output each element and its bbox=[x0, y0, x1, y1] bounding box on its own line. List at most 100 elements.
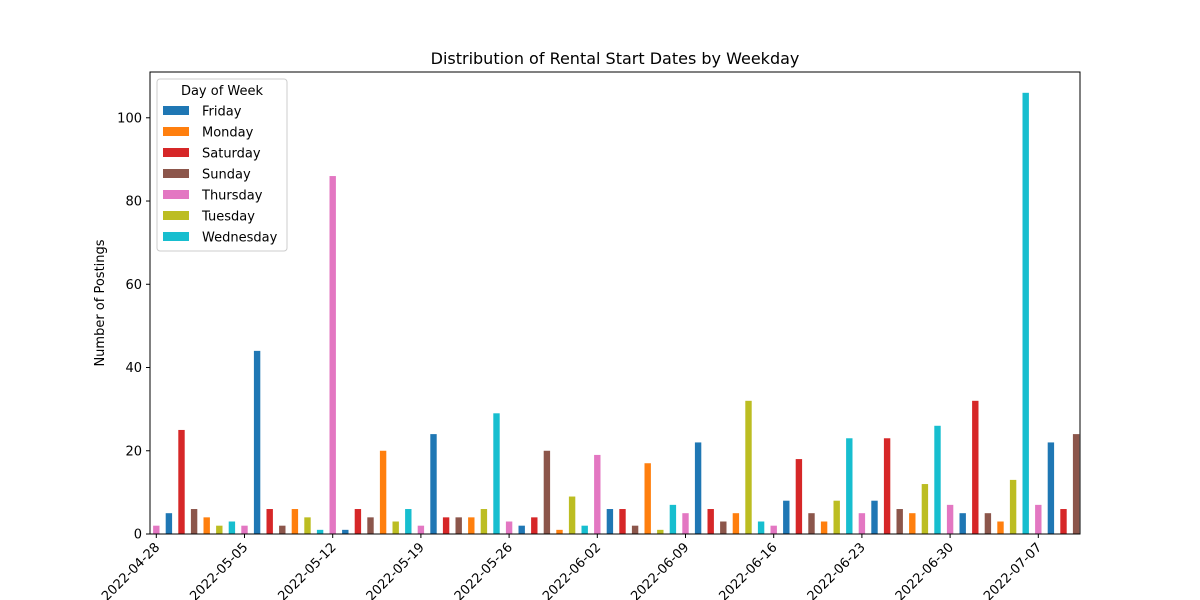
bar-2022-05-27 bbox=[518, 525, 525, 534]
bar-2022-07-07 bbox=[1035, 504, 1042, 534]
bar-2022-06-26 bbox=[896, 509, 903, 534]
chart-title: Distribution of Rental Start Dates by We… bbox=[431, 49, 800, 68]
bar-2022-06-12 bbox=[720, 521, 727, 534]
bar-2022-06-28 bbox=[921, 484, 929, 534]
legend-label-wednesday: Wednesday bbox=[202, 231, 278, 246]
bar-2022-05-31 bbox=[568, 496, 576, 534]
bar-2022-05-11 bbox=[316, 529, 324, 534]
bar-2022-06-10 bbox=[694, 442, 702, 534]
x-tick-label-2022-06-23: 2022-06-23 bbox=[805, 540, 869, 600]
bar-2022-07-06 bbox=[1022, 92, 1029, 534]
legend-swatch-saturday bbox=[163, 148, 189, 157]
bar-2022-06-23 bbox=[858, 513, 866, 534]
x-tick-label-2022-05-19: 2022-05-19 bbox=[364, 540, 428, 600]
legend-label-thursday: Thursday bbox=[201, 189, 263, 204]
y-tick-label-80: 80 bbox=[125, 195, 142, 210]
legend-swatch-tuesday bbox=[163, 211, 189, 220]
bar-2022-06-03 bbox=[606, 509, 614, 534]
bar-2022-07-02 bbox=[972, 400, 979, 534]
legend-label-friday: Friday bbox=[202, 105, 242, 120]
x-tick-label-2022-05-05: 2022-05-05 bbox=[187, 540, 251, 600]
x-axis: 2022-04-28 2022-05-05 2022-05-12 2022-05-19… bbox=[99, 534, 1045, 600]
bar-2022-07-10 bbox=[1072, 434, 1080, 534]
bar-2022-05-16 bbox=[379, 450, 387, 534]
bar-2022-06-30 bbox=[946, 504, 954, 534]
bar-2022-05-10 bbox=[304, 517, 311, 534]
legend-title: Day of Week bbox=[181, 84, 264, 99]
bar-2022-05-15 bbox=[367, 517, 374, 534]
bar-2022-07-01 bbox=[959, 513, 966, 534]
bar-2022-05-18 bbox=[405, 509, 412, 534]
bar-2022-05-05 bbox=[241, 525, 248, 534]
x-tick-label-2022-06-30: 2022-06-30 bbox=[893, 540, 957, 600]
bar-2022-06-02 bbox=[594, 454, 601, 534]
bar-2022-05-06 bbox=[253, 350, 261, 534]
x-tick-label-2022-06-02: 2022-06-02 bbox=[540, 540, 604, 600]
bar-2022-07-03 bbox=[984, 513, 992, 534]
bar-2022-06-11 bbox=[707, 509, 714, 534]
bar-2022-05-20 bbox=[430, 434, 437, 534]
legend-swatch-thursday bbox=[163, 190, 189, 199]
bar-2022-07-08 bbox=[1047, 442, 1055, 534]
bar-2022-04-28 bbox=[153, 525, 160, 534]
bar-2022-05-04 bbox=[228, 521, 236, 534]
y-axis-label: Number of Postings bbox=[93, 239, 108, 366]
x-tick-label-2022-06-16: 2022-06-16 bbox=[716, 540, 780, 600]
bar-2022-06-16 bbox=[770, 525, 777, 534]
bars-layer bbox=[153, 92, 1080, 535]
x-tick-label-2022-05-26: 2022-05-26 bbox=[452, 540, 516, 600]
bar-2022-05-09 bbox=[291, 509, 299, 534]
y-tick-label-60: 60 bbox=[125, 278, 142, 293]
y-tick-label-100: 100 bbox=[117, 111, 142, 126]
bar-2022-06-18 bbox=[795, 459, 803, 534]
bar-2022-06-22 bbox=[846, 438, 853, 534]
y-axis: 0 20 40 60 80 100 bbox=[117, 111, 150, 543]
bar-2022-05-23 bbox=[468, 517, 475, 534]
bar-2022-06-14 bbox=[745, 400, 752, 534]
bar-2022-05-25 bbox=[493, 413, 500, 534]
bar-2022-05-28 bbox=[531, 517, 538, 534]
bar-2022-06-15 bbox=[757, 521, 765, 534]
bar-2022-07-04 bbox=[997, 521, 1004, 534]
legend-label-saturday: Saturday bbox=[202, 147, 261, 162]
legend-swatch-wednesday bbox=[163, 232, 189, 241]
bar-2022-06-06 bbox=[644, 463, 651, 534]
bar-2022-06-19 bbox=[808, 513, 815, 534]
bar-2022-05-13 bbox=[342, 529, 349, 534]
legend-swatch-monday bbox=[163, 127, 189, 136]
bar-2022-06-27 bbox=[909, 513, 916, 534]
bar-2022-06-25 bbox=[883, 438, 891, 534]
y-tick-label-0: 0 bbox=[134, 528, 142, 543]
legend-label-sunday: Sunday bbox=[202, 168, 251, 183]
bar-2022-07-09 bbox=[1060, 509, 1067, 534]
x-tick-label-2022-06-09: 2022-06-09 bbox=[628, 540, 692, 600]
legend-swatch-friday bbox=[163, 106, 189, 115]
bar-2022-05-21 bbox=[442, 517, 450, 534]
legend: Day of Week Friday Monday Saturday Sunday Thu… bbox=[156, 78, 288, 252]
bar-2022-05-03 bbox=[216, 525, 223, 534]
bar-2022-05-02 bbox=[203, 517, 210, 534]
bar-2022-06-04 bbox=[619, 509, 626, 534]
bar-2022-06-13 bbox=[732, 513, 740, 534]
legend-label-tuesday: Tuesday bbox=[201, 210, 255, 225]
bar-2022-06-09 bbox=[682, 513, 689, 534]
bar-2022-05-24 bbox=[480, 509, 488, 534]
legend-label-monday: Monday bbox=[202, 126, 254, 141]
x-tick-label-2022-05-12: 2022-05-12 bbox=[275, 540, 339, 600]
bar-2022-05-12 bbox=[329, 176, 336, 535]
bar-2022-06-17 bbox=[783, 500, 790, 534]
bar-2022-06-07 bbox=[657, 529, 664, 534]
bar-2022-05-17 bbox=[392, 521, 399, 534]
x-tick-label-2022-07-07: 2022-07-07 bbox=[981, 540, 1045, 600]
y-tick-label-40: 40 bbox=[125, 361, 142, 376]
bar-2022-05-07 bbox=[266, 509, 273, 534]
bar-2022-06-29 bbox=[934, 425, 941, 534]
bar-2022-05-14 bbox=[354, 509, 362, 534]
bar-2022-06-21 bbox=[833, 500, 840, 534]
legend-swatch-sunday bbox=[163, 169, 189, 178]
bar-2022-06-08 bbox=[669, 504, 677, 534]
plot-frame bbox=[149, 71, 1081, 535]
bar-2022-07-05 bbox=[1009, 479, 1017, 534]
x-tick-label-2022-04-28: 2022-04-28 bbox=[99, 540, 163, 600]
